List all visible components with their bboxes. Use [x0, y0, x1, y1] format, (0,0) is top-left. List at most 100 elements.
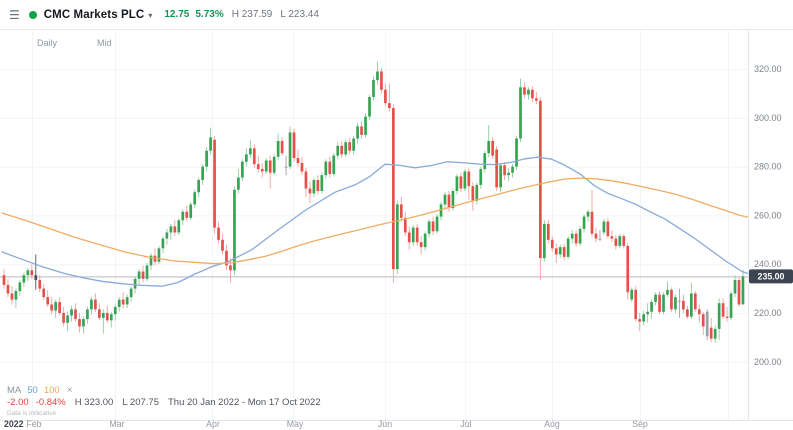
candle-up [376, 71, 379, 80]
ma100-period: 100 [43, 385, 60, 396]
candle-up [320, 175, 324, 191]
candle-down [348, 142, 352, 151]
candle-down [10, 293, 14, 300]
candle-up [451, 191, 455, 209]
candle-down [256, 164, 260, 170]
candle-up [86, 309, 89, 320]
candle-up [241, 161, 244, 178]
candle-up [161, 238, 165, 249]
candle-up [435, 216, 439, 232]
symbol-selector[interactable]: CMC Markets PLC ▾ [44, 9, 153, 21]
candle-down [658, 294, 661, 312]
candle-up [570, 233, 574, 239]
candle-up [18, 282, 22, 292]
candle-up [276, 140, 280, 157]
remove-indicator-icon[interactable]: × [66, 384, 73, 396]
range-high: H 323.00 [74, 397, 114, 408]
candle-up [519, 87, 522, 139]
candle-up [54, 302, 57, 311]
candle-up [443, 194, 447, 205]
candle-down [686, 309, 689, 317]
candle-up [145, 265, 149, 279]
candle-down [50, 304, 54, 311]
ma-indicator-label: MA [7, 385, 22, 396]
candle-down [260, 169, 264, 172]
candle-down [185, 211, 189, 218]
candle-down [606, 221, 610, 237]
time-axis-month-label: Jul [460, 419, 471, 429]
candle-down [98, 309, 101, 318]
chevron-down-icon: ▾ [148, 10, 153, 20]
price-axis-label: 220.00 [754, 308, 782, 318]
candle-up [515, 138, 518, 167]
candle-down [292, 132, 296, 159]
candle-down [419, 242, 423, 248]
candle-down [471, 186, 475, 201]
candle-up [169, 226, 173, 233]
candle-up [689, 293, 693, 317]
candle-up [272, 156, 276, 173]
candle-down [360, 126, 363, 135]
candle-up [646, 311, 649, 315]
time-axis-month-label: Feb [26, 419, 41, 429]
candle-up [356, 126, 359, 139]
candle-neutral-wick [599, 230, 601, 242]
candle-up [201, 166, 204, 181]
interval-selector[interactable]: Daily [37, 38, 58, 48]
candle-down [42, 288, 46, 298]
price-change-percent: 5.73% [195, 9, 224, 20]
candle-down [221, 239, 224, 251]
candle-up [336, 145, 340, 156]
candle-up [558, 247, 562, 255]
candle-down [213, 139, 216, 228]
candle-up [713, 328, 717, 339]
candle-up [439, 204, 443, 217]
candle-down [415, 227, 419, 243]
date-range: Thu 20 Jan 2022 - Mon 17 Oct 2022 [167, 397, 321, 408]
candle-down [697, 309, 701, 315]
candle-up [642, 314, 646, 322]
candle-up [245, 154, 248, 162]
candle-up [125, 297, 129, 305]
candle-down [78, 319, 81, 327]
candle-up [129, 288, 133, 298]
candle-down [725, 316, 729, 318]
candle-down [46, 297, 50, 305]
candle-up [233, 189, 236, 271]
candle-down [392, 108, 395, 270]
candle-up [205, 150, 208, 167]
candle-down [614, 238, 618, 246]
candle-up [674, 297, 677, 310]
hamburger-menu-icon[interactable]: ☰ [9, 7, 20, 22]
candle-up [630, 289, 634, 300]
instrument-header: ☰ CMC Markets PLC ▾ 12.75 5.73% H 237.59… [0, 0, 793, 30]
price-axis-label: 280.00 [754, 162, 782, 172]
candle-up [14, 291, 18, 300]
candle-up [181, 211, 185, 221]
candle-down [2, 275, 6, 285]
candle-down [173, 226, 177, 233]
last-price-badge [749, 269, 793, 284]
ma-line-100 [1, 177, 749, 265]
candle-up [193, 192, 197, 205]
candle-down [610, 236, 614, 239]
candle-up [149, 255, 153, 266]
candle-down [58, 302, 61, 313]
indicator-legend: MA 50 100 × -2.00 -0.84% H 323.00 L 207.… [7, 385, 321, 417]
candle-up [666, 289, 669, 295]
candle-down-wick [388, 83, 390, 112]
session-high: H 237.59 [231, 9, 273, 20]
candle-down [626, 245, 630, 293]
candle-up [423, 233, 427, 248]
price-type-selector[interactable]: Mid [97, 38, 112, 48]
range-low: L 207.75 [122, 397, 159, 408]
candle-down [535, 98, 538, 101]
time-axis-month-label: May [287, 419, 304, 429]
ma50-period: 50 [27, 385, 38, 396]
price-change: 12.75 [164, 9, 190, 20]
candle-up [511, 166, 514, 173]
candle-up [475, 184, 479, 201]
candle-up [395, 204, 399, 270]
